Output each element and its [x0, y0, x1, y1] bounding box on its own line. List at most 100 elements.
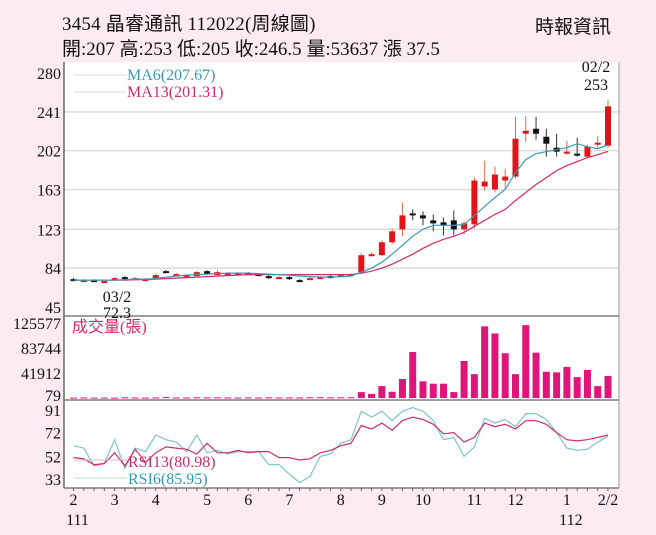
candle: [80, 280, 87, 283]
candle: [306, 278, 313, 281]
volume-bar: [522, 325, 530, 398]
candle: [430, 220, 437, 224]
candle: [91, 280, 98, 283]
volume-bar: [224, 397, 232, 399]
rsi-tick-label: 72: [45, 426, 61, 443]
volume-bar: [203, 397, 211, 399]
candle: [317, 277, 324, 280]
candle: [491, 174, 498, 190]
x-tick-label: 7: [285, 492, 293, 509]
volume-bar: [542, 371, 550, 398]
chart-frame: [63, 62, 620, 491]
candle: [605, 106, 611, 146]
volume-bar: [481, 326, 489, 398]
candle: [512, 138, 519, 177]
volume-bar: [111, 397, 119, 399]
candle: [358, 255, 365, 273]
candle: [286, 277, 293, 280]
volume-tick-label: 41912: [21, 366, 61, 383]
x-tick-label: 10: [415, 492, 431, 509]
volume-legend: 成交量(張): [72, 318, 147, 336]
candle: [409, 213, 416, 216]
candle: [533, 128, 540, 134]
price-stats: 開:207 高:253 低:205 收:246.5 量:53637 漲 37.5: [62, 39, 440, 60]
x-tick-label: 1: [563, 492, 571, 509]
volume-bar: [398, 378, 406, 398]
candle: [296, 280, 303, 283]
volume-bar: [193, 397, 201, 399]
candle: [522, 130, 529, 134]
moving-average-lines: [73, 143, 609, 281]
x-tick-label: 4: [152, 492, 160, 509]
volume-bars: [70, 325, 612, 399]
candle: [121, 277, 128, 280]
candle: [378, 242, 385, 256]
volume-bar: [255, 397, 263, 399]
rsi13-line: [73, 416, 609, 467]
candle: [594, 142, 601, 145]
x-tick-label: 5: [203, 492, 211, 509]
volume-tick-label: 79: [45, 388, 61, 405]
volume-bar: [152, 397, 160, 399]
x-tick-label: 12: [507, 492, 523, 509]
volume-bar: [501, 353, 509, 398]
candle: [276, 277, 283, 280]
volume-bar: [90, 397, 98, 399]
low-date-annotation: 03/2: [103, 289, 131, 306]
ma6-line: [73, 143, 609, 281]
x-tick-label: 9: [378, 492, 386, 509]
x-tick-label: 8: [337, 492, 345, 509]
candle: [152, 275, 159, 279]
volume-axis-ticks: 125577 83744 41912 79: [13, 316, 61, 405]
x-axis: 2 3 4 5 6 7 8 9 10 11 12 1 2/2 111 112: [66, 492, 618, 529]
price-tick-label: 163: [37, 183, 61, 200]
candle: [543, 136, 550, 144]
ma13-line: [73, 150, 609, 281]
volume-bar: [265, 397, 273, 399]
candle: [204, 271, 211, 275]
year-label: 111: [66, 512, 89, 529]
candle: [419, 215, 426, 219]
candle: [111, 278, 118, 281]
volume-bar: [553, 372, 561, 398]
volume-bar: [70, 397, 77, 399]
volume-bar: [594, 386, 602, 398]
volume-bar: [80, 397, 88, 399]
volume-bar: [511, 374, 519, 398]
volume-bar: [337, 397, 345, 399]
low-value-annotation: 72.3: [103, 305, 131, 322]
volume-bar: [470, 374, 478, 398]
volume-bar: [275, 397, 283, 399]
candle: [234, 273, 241, 276]
volume-bar: [409, 352, 417, 398]
candle: [461, 223, 468, 230]
year-label: 112: [559, 512, 582, 529]
rsi-axis-ticks: 91 72 52 33: [45, 403, 61, 489]
volume-bar: [306, 397, 314, 399]
candle: [481, 181, 488, 187]
candle: [389, 231, 396, 243]
price-tick-label: 45: [45, 300, 61, 317]
source-label: 時報資訊: [535, 17, 612, 38]
volume-bar: [347, 397, 355, 399]
volume-bar: [429, 383, 437, 398]
candle: [163, 271, 170, 274]
volume-bar: [532, 352, 540, 398]
candle: [574, 153, 581, 156]
price-tick-label: 84: [45, 261, 61, 278]
rsi-lines: [73, 406, 609, 484]
volume-bar: [368, 393, 376, 398]
x-tick-label: 3: [111, 492, 119, 509]
volume-bar: [378, 386, 386, 398]
rsi-tick-label: 52: [45, 449, 61, 466]
volume-bar: [357, 392, 365, 398]
price-tick-label: 241: [37, 105, 61, 122]
candle: [399, 215, 406, 230]
volume-bar: [440, 383, 448, 398]
price-tick-label: 202: [37, 144, 61, 161]
price-tick-label: 280: [37, 66, 61, 83]
candle: [368, 254, 375, 257]
chart-title: 3454 晶睿通訊 112022(周線圖): [62, 14, 316, 35]
price-gridlines: [64, 111, 619, 269]
